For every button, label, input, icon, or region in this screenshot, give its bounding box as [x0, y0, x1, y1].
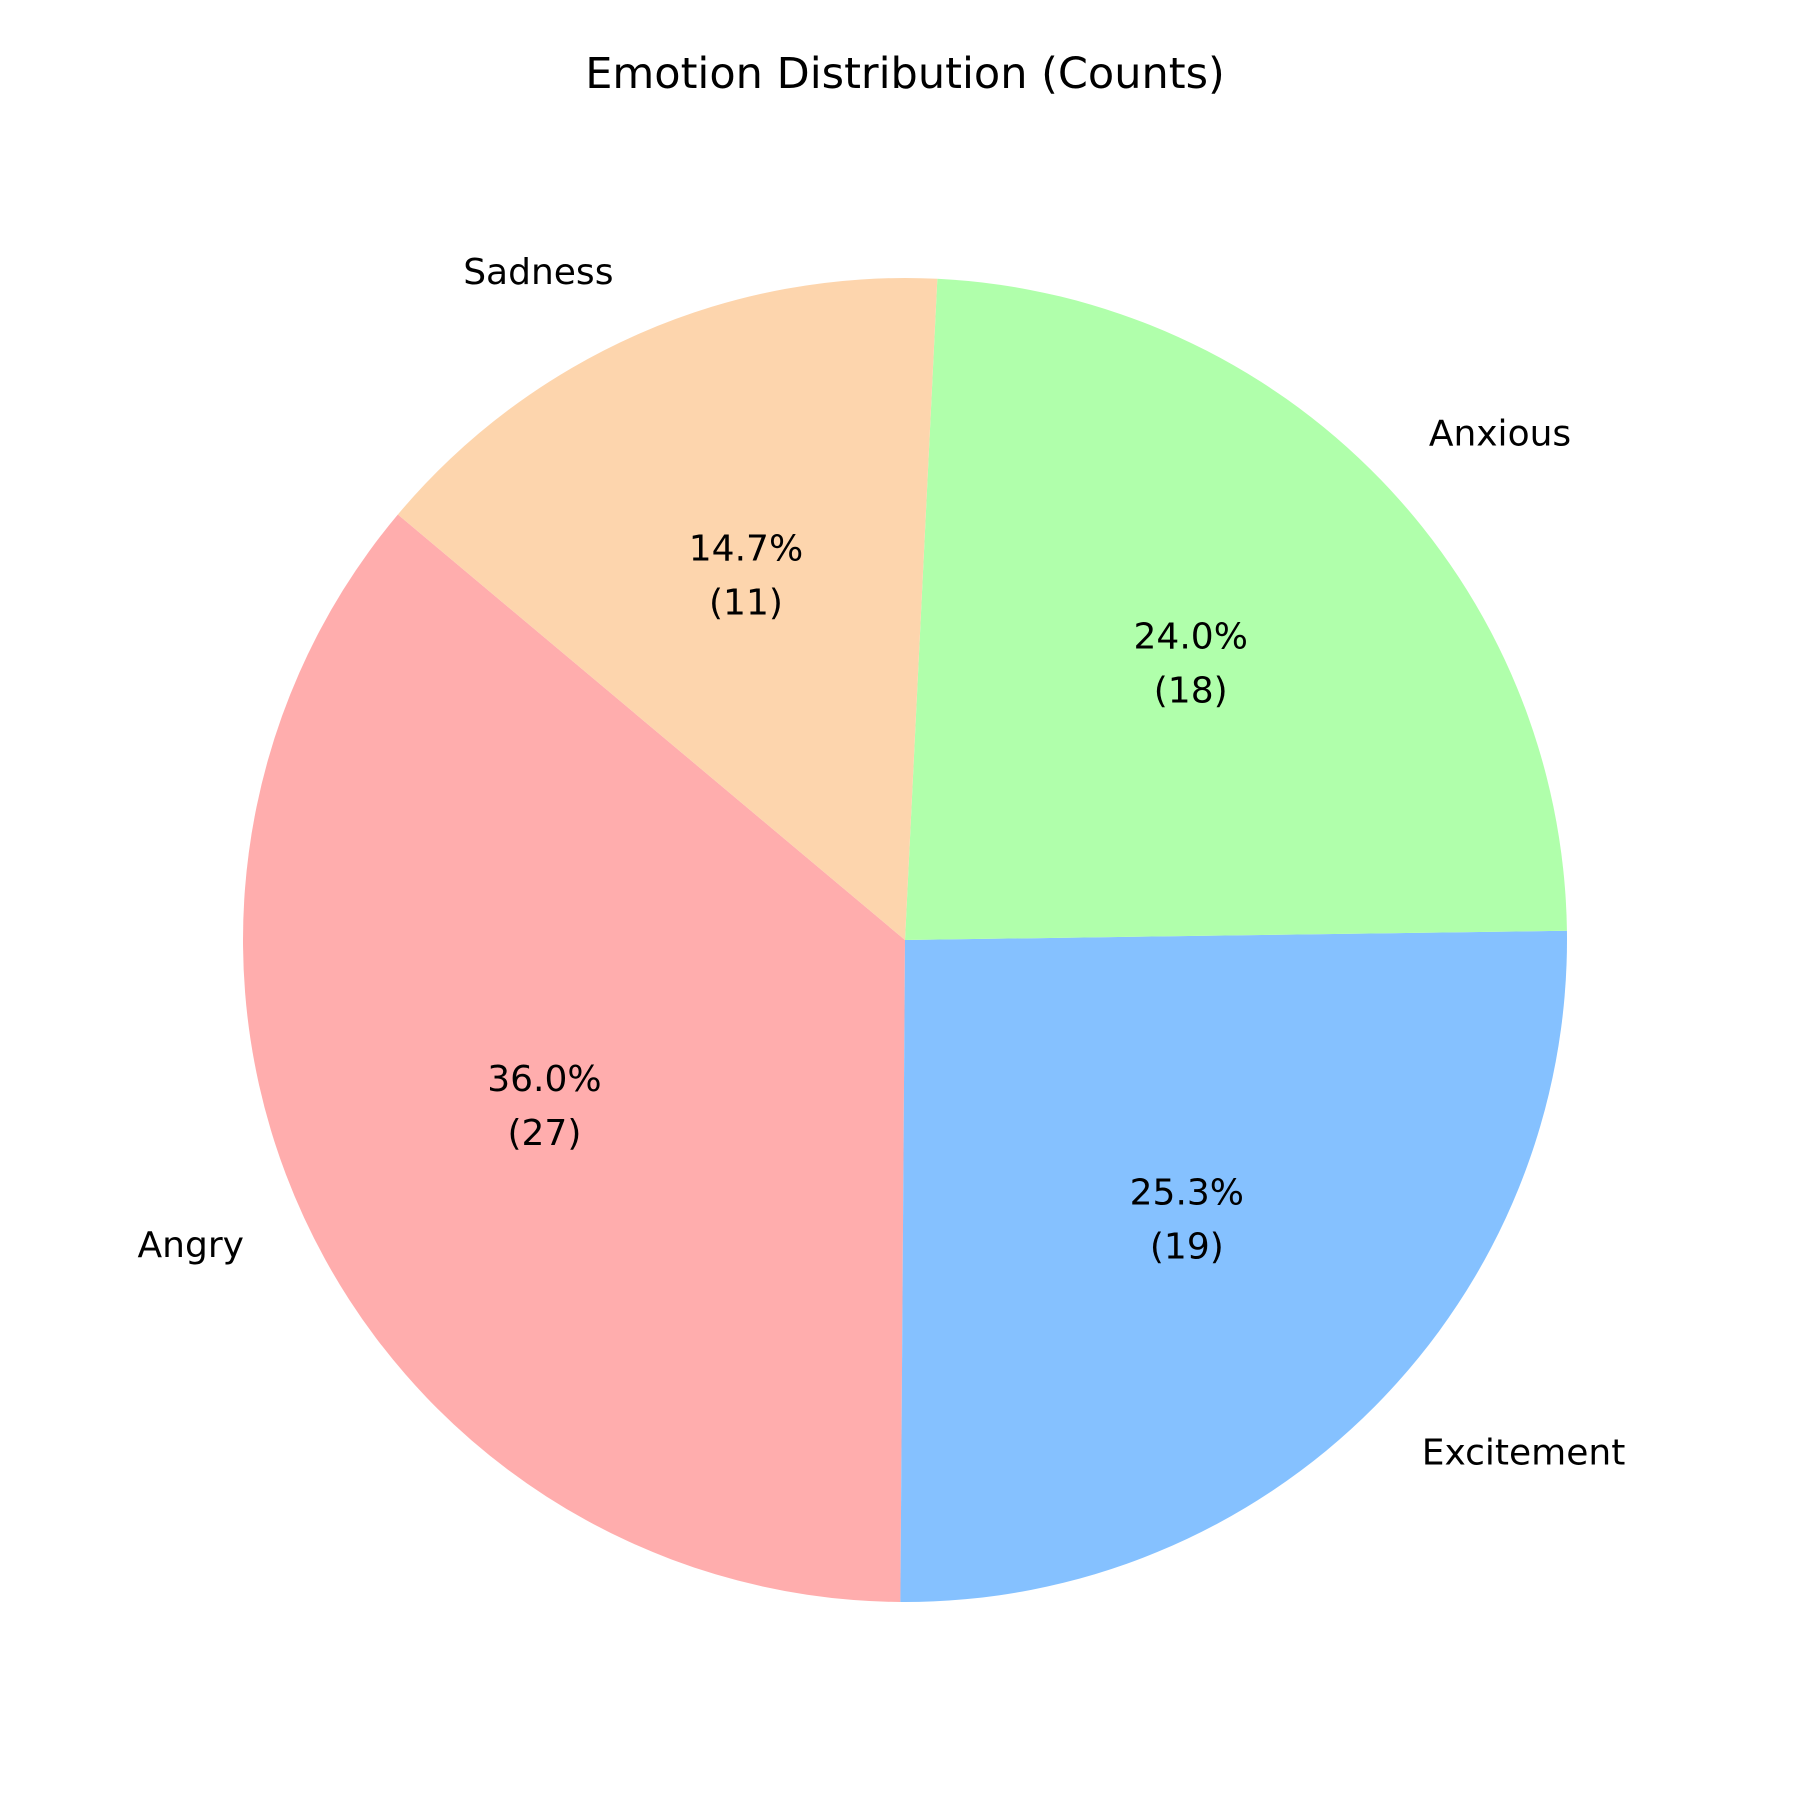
pie-slice-excitement [900, 930, 1567, 1602]
slice-label-anxious: Anxious [1429, 414, 1571, 455]
slice-count-anxious: (18) [1154, 671, 1228, 712]
slice-label-excitement: Excitement [1422, 1433, 1626, 1474]
slice-count-excitement: (19) [1150, 1226, 1224, 1267]
pie-slices [243, 277, 1567, 1602]
slice-percent-angry: 36.0% [487, 1059, 601, 1100]
pie-slice-angry [243, 514, 905, 1602]
slice-label-sadness: Sadness [463, 252, 613, 293]
slice-label-angry: Angry [138, 1225, 244, 1266]
pie-slice-sadness [397, 277, 938, 940]
chart-title: Emotion Distribution (Counts) [585, 49, 1225, 99]
slice-percent-anxious: 24.0% [1134, 617, 1248, 658]
pie-slice-anxious [905, 278, 1567, 940]
slice-count-angry: (27) [507, 1113, 581, 1154]
slice-percent-sadness: 14.7% [689, 529, 803, 570]
pie-labels: Angry 36.0% (27) Excitement 25.3% (19) Anxious… [138, 252, 1626, 1473]
slice-count-sadness: (11) [709, 583, 783, 624]
slice-percent-excitement: 25.3% [1130, 1172, 1244, 1213]
